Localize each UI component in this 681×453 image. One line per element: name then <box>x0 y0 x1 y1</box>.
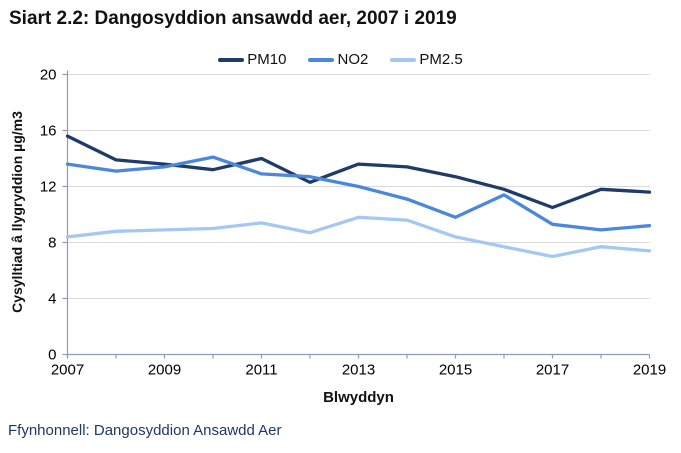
y-tick-label: 12 <box>40 179 57 196</box>
legend-label-pm25: PM2.5 <box>419 51 463 68</box>
x-axis-title: Blwyddyn <box>323 389 394 406</box>
series-line-no2 <box>65 155 652 232</box>
series-line-pm10 <box>65 134 652 210</box>
chart-title: Siart 2.2: Dangosyddion ansawdd aer, 200… <box>9 8 457 29</box>
x-tick-label: 2019 <box>633 362 666 379</box>
legend-line-swatch-pm10 <box>218 57 245 62</box>
y-tick-label: 16 <box>40 123 57 140</box>
x-tick-label: 2013 <box>342 362 375 379</box>
x-tick-label: 2011 <box>245 362 277 379</box>
source-note: Ffynhonnell: Dangosyddion Ansawdd Aer <box>8 422 282 439</box>
y-axis-title: Cysylltiad â llygryddion µg/m3 <box>9 111 25 313</box>
x-tick-label: 2007 <box>51 362 84 379</box>
y-tick-label: 4 <box>48 291 56 308</box>
legend: PM10 NO2 PM2.5 <box>0 51 681 68</box>
legend-line-swatch-pm25 <box>390 57 417 62</box>
y-tick-label: 8 <box>48 235 56 252</box>
legend-label-no2: NO2 <box>337 51 369 68</box>
legend-item-no2: NO2 <box>308 51 368 68</box>
legend-label-pm10: PM10 <box>247 51 287 68</box>
x-tick-label: 2017 <box>536 362 569 379</box>
y-tick-label: 20 <box>40 67 57 84</box>
x-tick-label: 2009 <box>148 362 181 379</box>
y-tick-label: 0 <box>48 347 56 364</box>
series-line-pm25 <box>65 215 652 259</box>
x-tick-label: 2015 <box>439 362 472 379</box>
legend-item-pm10: PM10 <box>218 51 286 68</box>
legend-line-swatch-no2 <box>308 57 335 62</box>
legend-item-pm25: PM2.5 <box>390 51 463 68</box>
